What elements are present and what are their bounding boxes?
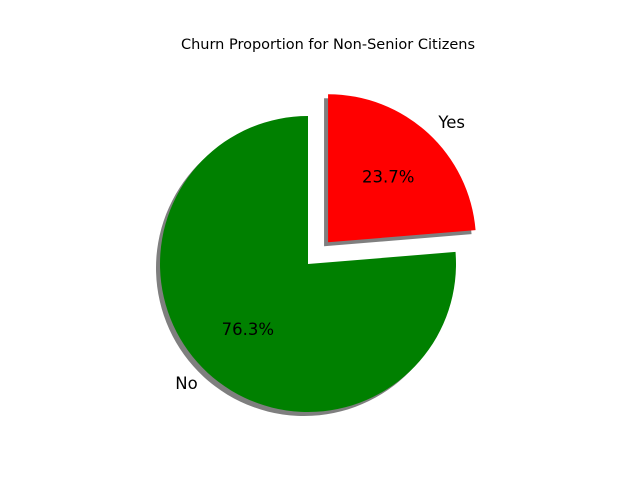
slice-label-no: No xyxy=(175,374,197,393)
pie-slices xyxy=(160,94,476,412)
slice-percent-no: 76.3% xyxy=(222,320,274,339)
slice-percent-yes: 23.7% xyxy=(362,167,414,186)
slice-label-yes: Yes xyxy=(437,113,465,132)
chart-title: Churn Proportion for Non-Senior Citizens xyxy=(181,37,475,53)
